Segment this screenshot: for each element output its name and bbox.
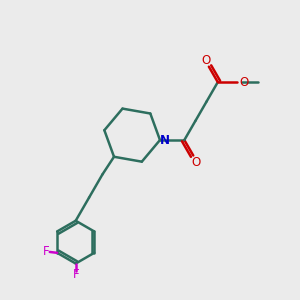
Text: O: O: [239, 76, 248, 88]
Text: F: F: [72, 268, 79, 281]
Text: N: N: [160, 134, 170, 146]
Text: O: O: [201, 54, 211, 67]
Text: O: O: [191, 155, 200, 169]
Text: F: F: [43, 245, 49, 258]
